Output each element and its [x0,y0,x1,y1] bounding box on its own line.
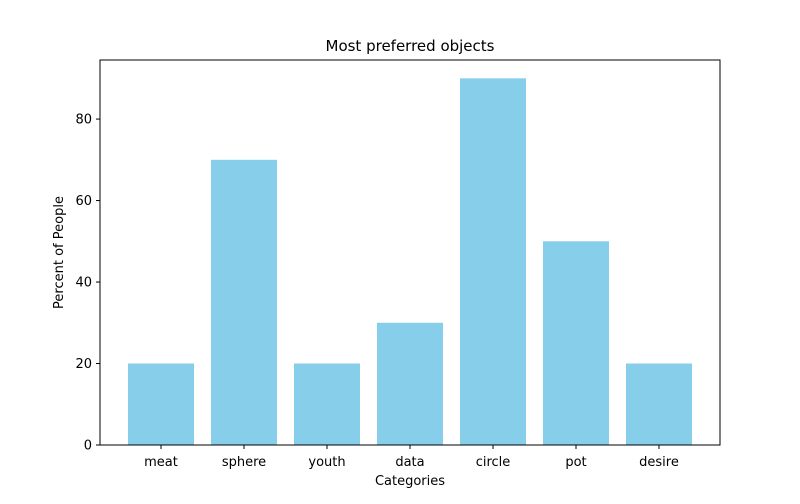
x-tick-label: circle [476,455,511,470]
y-tick-label: 0 [84,439,92,454]
x-axis: meat sphere youth data circle pot desire [144,445,679,470]
bar-youth [294,363,360,445]
x-axis-label: Categories [375,474,445,489]
x-tick-label: youth [308,455,345,470]
x-tick-label: pot [565,455,586,470]
bar-pot [543,241,609,445]
y-tick-label: 60 [75,194,92,209]
x-tick-label: sphere [222,455,266,470]
chart-title: Most preferred objects [326,37,495,55]
bar-desire [626,363,692,445]
bar-sphere [211,159,277,445]
y-tick-label: 80 [75,113,92,128]
y-tick-label: 40 [75,276,92,291]
x-tick-label: data [395,455,424,470]
bars-layer [128,78,692,445]
y-axis-label: Percent of People [52,196,67,309]
y-tick-label: 20 [75,357,92,372]
bar-meat [128,363,194,445]
x-tick-label: meat [144,455,178,470]
bar-data [377,322,443,445]
y-axis: 0 20 40 60 80 [75,113,100,454]
bar-circle [460,78,526,445]
x-tick-label: desire [639,455,679,470]
